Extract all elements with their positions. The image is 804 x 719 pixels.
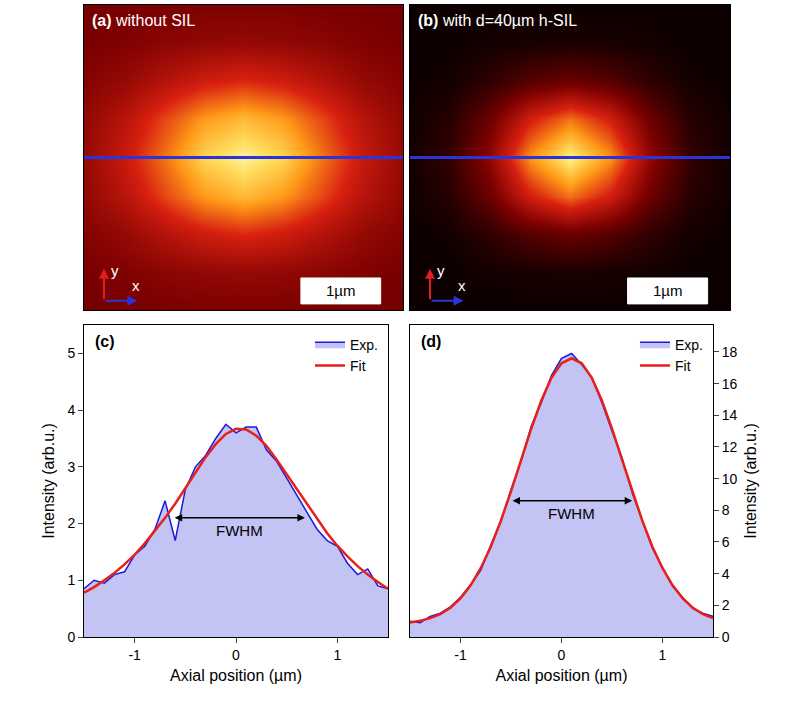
svg-text:Exp.: Exp. — [350, 337, 378, 353]
svg-text:0: 0 — [67, 629, 75, 645]
svg-text:0: 0 — [558, 647, 566, 663]
svg-text:4: 4 — [722, 566, 730, 582]
svg-text:1µm: 1µm — [326, 282, 355, 299]
svg-text:1µm: 1µm — [653, 282, 682, 299]
svg-text:y: y — [437, 262, 445, 279]
svg-text:1: 1 — [67, 572, 75, 588]
svg-text:Exp.: Exp. — [675, 337, 703, 353]
svg-text:0: 0 — [232, 647, 240, 663]
svg-text:Fit: Fit — [350, 358, 366, 374]
svg-text:Intensity (arb.u.): Intensity (arb.u.) — [742, 423, 759, 539]
svg-text:1: 1 — [659, 647, 667, 663]
svg-text:x: x — [458, 277, 466, 294]
svg-text:FWHM: FWHM — [216, 522, 263, 539]
svg-text:Axial position (µm): Axial position (µm) — [170, 667, 302, 684]
svg-text:Intensity (arb.u.): Intensity (arb.u.) — [40, 423, 57, 539]
svg-text:10: 10 — [722, 471, 738, 487]
svg-text:Fit: Fit — [675, 358, 691, 374]
svg-text:4: 4 — [67, 402, 75, 418]
svg-text:0: 0 — [722, 629, 730, 645]
svg-text:14: 14 — [722, 407, 738, 423]
svg-text:Axial position (µm): Axial position (µm) — [496, 667, 628, 684]
svg-text:18: 18 — [722, 344, 738, 360]
svg-text:12: 12 — [722, 439, 738, 455]
svg-text:2: 2 — [67, 515, 75, 531]
svg-text:3: 3 — [67, 459, 75, 475]
svg-text:1: 1 — [333, 647, 341, 663]
svg-text:(a) without SIL: (a) without SIL — [92, 12, 195, 29]
svg-text:(b) with d=40µm h-SIL: (b) with d=40µm h-SIL — [418, 12, 577, 29]
svg-text:8: 8 — [722, 502, 730, 518]
svg-text:2: 2 — [722, 597, 730, 613]
svg-text:5: 5 — [67, 345, 75, 361]
svg-text:x: x — [132, 277, 140, 294]
svg-text:FWHM: FWHM — [548, 505, 595, 522]
svg-text:(d): (d) — [421, 333, 441, 350]
svg-text:-1: -1 — [128, 647, 141, 663]
svg-text:y: y — [111, 262, 119, 279]
svg-text:-1: -1 — [454, 647, 467, 663]
svg-text:16: 16 — [722, 376, 738, 392]
svg-text:6: 6 — [722, 534, 730, 550]
svg-text:(c): (c) — [95, 333, 115, 350]
